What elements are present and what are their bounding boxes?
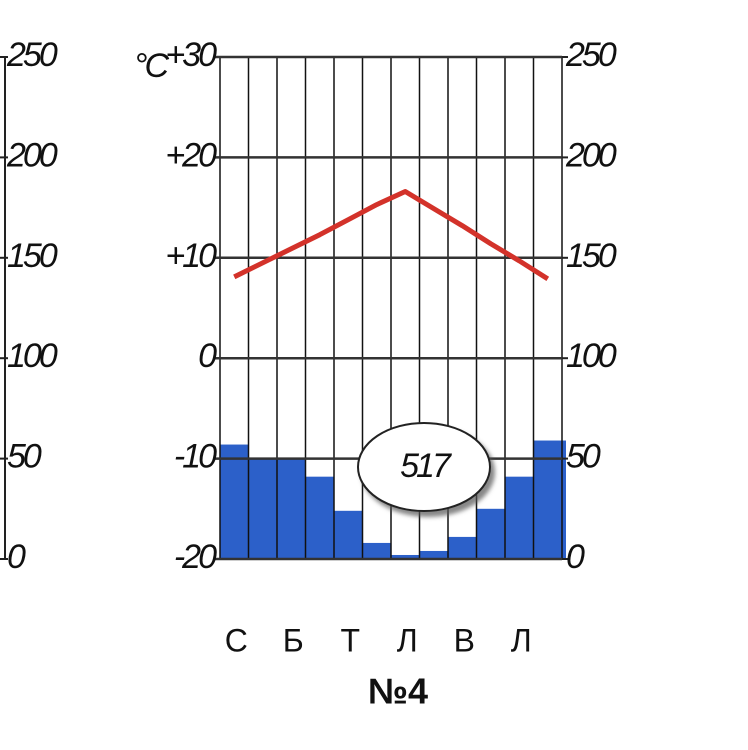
x-tick-label: Л (511, 622, 532, 658)
x-tick-label: Б (283, 622, 304, 658)
y2-tick-label: 100 (566, 337, 617, 375)
bar (448, 536, 477, 559)
y2-tick-label: 0 (566, 538, 585, 576)
bar (533, 440, 566, 559)
y2-tick-label: 150 (566, 237, 617, 275)
bar (277, 458, 306, 559)
chart-title: №4 (368, 671, 428, 712)
x-tick-label: В (454, 622, 475, 658)
x-tick-label: Л (397, 622, 418, 658)
bar (419, 550, 449, 559)
total-label: 517 (400, 447, 452, 485)
y-tick-label: +10 (165, 237, 217, 275)
temperature-line (233, 189, 550, 281)
y-tick-label: -20 (174, 538, 217, 576)
y-tick-label: +30 (165, 36, 217, 74)
y-tick-label: 250 (6, 36, 58, 74)
y-tick-label: 150 (7, 237, 58, 275)
bar (505, 476, 534, 559)
bar (476, 508, 506, 559)
x-tick-label: С (225, 622, 248, 658)
bar (220, 444, 249, 559)
y-tick-label: 100 (7, 337, 58, 375)
y-axis-label: °C (134, 47, 170, 85)
bar (248, 458, 278, 559)
y-tick-label: 50 (7, 438, 42, 476)
bar (334, 510, 363, 559)
bar (362, 542, 392, 559)
y-tick-label: 0 (198, 337, 217, 375)
y-tick-label: -10 (174, 438, 217, 476)
bar (305, 476, 335, 559)
y-tick-label: 200 (6, 136, 58, 174)
total-badge (357, 422, 491, 512)
y2-tick-label: 50 (566, 438, 601, 476)
y-tick-label: 0 (7, 538, 26, 576)
y2-tick-label: 200 (565, 136, 617, 174)
y2-tick-label: 250 (565, 36, 617, 74)
y-tick-label: +20 (165, 136, 217, 174)
bar (391, 554, 420, 559)
x-tick-label: Т (340, 622, 360, 658)
